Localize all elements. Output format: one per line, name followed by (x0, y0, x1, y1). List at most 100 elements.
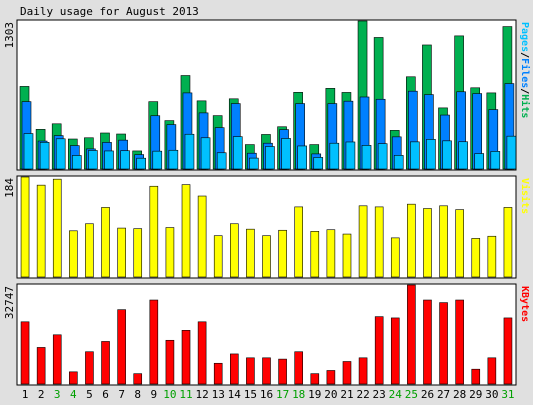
bar-visits (36, 184, 46, 278)
x-tick-label: 11 (179, 388, 192, 401)
bar-kbytes (342, 361, 352, 385)
bar-pages (313, 157, 324, 170)
bar-visits (294, 206, 303, 278)
x-tick-label: 20 (324, 388, 337, 401)
bar-visits (20, 176, 30, 278)
x-tick-label: 13 (212, 388, 225, 401)
bar-kbytes (213, 362, 223, 385)
bar-visits (101, 207, 110, 278)
bar-visits (503, 207, 513, 278)
legend-item: Hits (519, 94, 531, 118)
x-tick-label: 14 (228, 388, 242, 401)
bar-visits (117, 227, 126, 278)
bar-visits (52, 178, 62, 278)
panel-legend: Visits (519, 178, 531, 214)
bar-kbytes (423, 299, 432, 385)
bar-pages (361, 145, 372, 170)
bar-kbytes (262, 357, 271, 385)
bar-pages (120, 150, 130, 170)
chart-panels: 1303 Pages/Files/Hits 184 Visits 32747 KBytes (3, 19, 531, 386)
bar-pages (506, 135, 517, 170)
bar-visits (407, 203, 416, 278)
bar-pages (297, 145, 307, 170)
bar-kbytes (52, 334, 62, 385)
panel-legend: Pages/Files/Hits (519, 22, 531, 118)
bar-kbytes (439, 302, 448, 385)
x-tick-label: 15 (244, 388, 257, 401)
bar-visits (133, 228, 143, 278)
bar-visits (487, 235, 497, 278)
legend-item: Visits (519, 178, 531, 214)
bar-kbytes (374, 316, 384, 385)
bar-pages (474, 153, 485, 170)
bar-pages (458, 141, 468, 170)
y-max-label: 184 (3, 178, 16, 198)
bar-pages (410, 141, 420, 170)
chart-panel-visits: 184 Visits (3, 175, 531, 279)
x-tick-label: 23 (373, 388, 386, 401)
x-tick-label: 28 (453, 388, 466, 401)
bar-kbytes (85, 351, 94, 385)
bar-visits (471, 238, 481, 278)
bar-pages (184, 133, 195, 170)
bar-visits (374, 206, 384, 278)
bar-pages (71, 155, 82, 170)
bar-visits (390, 237, 400, 278)
bar-pages (442, 140, 452, 170)
bar-visits (181, 184, 191, 278)
x-tick-label: 12 (195, 388, 208, 401)
bar-visits (342, 233, 352, 278)
x-tick-label: 25 (405, 388, 418, 401)
chart-panel-hits_files_pages: 1303 Pages/Files/Hits (3, 19, 531, 171)
x-tick-label: 30 (485, 388, 498, 401)
bar-pages (265, 146, 275, 170)
bar-visits (278, 229, 287, 278)
x-tick-label: 17 (276, 388, 289, 401)
x-tick-label: 16 (260, 388, 273, 401)
bar-visits (439, 205, 448, 278)
bar-pages (329, 142, 340, 170)
legend-item: KBytes (519, 286, 530, 322)
bar-visits (455, 209, 464, 278)
x-tick-label: 27 (437, 388, 450, 401)
x-tick-label: 6 (102, 388, 109, 401)
x-tick-label: 22 (356, 388, 369, 401)
x-tick-label: 21 (340, 388, 353, 401)
bar-visits (197, 195, 207, 278)
bar-visits (326, 229, 336, 278)
bar-pages (216, 152, 227, 170)
bar-pages (88, 150, 98, 170)
x-tick-label: 8 (134, 388, 141, 401)
y-max-label: 32747 (3, 286, 16, 319)
bar-pages (345, 141, 356, 170)
bar-pages (136, 157, 146, 170)
bar-kbytes (310, 373, 320, 385)
bar-visits (213, 235, 223, 278)
x-tick-label: 5 (86, 388, 93, 401)
bar-visits (358, 205, 368, 278)
bar-pages (200, 137, 211, 170)
bar-pages (393, 155, 404, 170)
y-max-label: 1303 (3, 22, 16, 49)
bar-kbytes (487, 357, 497, 385)
x-tick-label: 2 (38, 388, 45, 401)
bar-pages (55, 138, 66, 170)
day-labels: 1 2 3 4 5 6 7 8 9 10 11 12 13 14 15 16 17 18 19 20 21 22 23 24 2… (22, 388, 515, 401)
bar-kbytes (230, 353, 239, 385)
bar-pages (104, 150, 114, 170)
bar-kbytes (165, 339, 175, 385)
bar-kbytes (294, 351, 303, 385)
bar-pages (377, 143, 388, 170)
bar-pages (490, 151, 501, 170)
legend-item: Files (519, 58, 531, 88)
bar-kbytes (117, 309, 126, 385)
bar-visits (69, 230, 78, 278)
bar-pages (23, 133, 34, 170)
bar-pages (281, 138, 291, 170)
bar-visits (165, 227, 175, 278)
x-tick-label: 29 (469, 388, 482, 401)
bar-visits (85, 223, 94, 278)
bar-kbytes (181, 330, 191, 385)
bar-pages (249, 157, 259, 170)
